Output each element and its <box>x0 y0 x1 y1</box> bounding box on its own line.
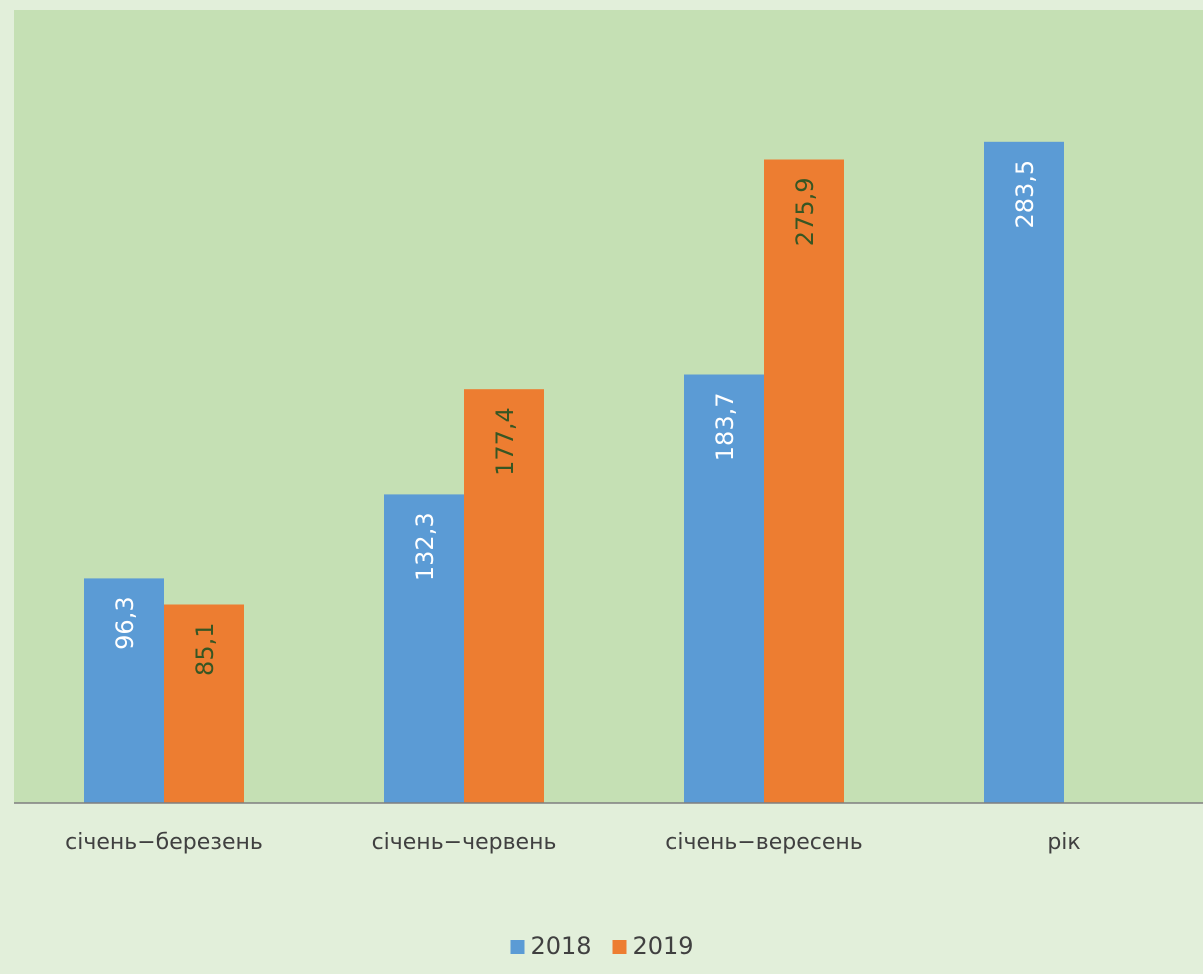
data-label-2018-1: 96,3 <box>111 596 139 649</box>
legend-item-2019: 2019 <box>612 932 694 960</box>
bar-2019-1 <box>164 604 244 803</box>
data-label-2019-3: 275,9 <box>791 178 819 247</box>
legend-label-2018: 2018 <box>531 932 592 960</box>
legend-label-2019: 2019 <box>633 932 694 960</box>
bar-2018-2 <box>384 494 464 803</box>
x-tick-label-3: січень−вересень <box>665 830 863 855</box>
bar-2018-1 <box>84 578 164 803</box>
data-label-2018-4: 283,5 <box>1011 160 1039 229</box>
bar-2019-3 <box>764 159 844 803</box>
x-tick-label-4: рік <box>1047 830 1080 855</box>
bar-2018-3 <box>684 374 764 803</box>
data-label-2019-1: 85,1 <box>191 623 219 676</box>
legend-swatch-2018 <box>510 940 525 954</box>
legend-swatch-2019 <box>612 940 627 954</box>
data-labels-layer: 96,3 85,1 132,3 177,4 183,7 275,9 283,5 <box>111 160 1039 676</box>
data-label-2018-2: 132,3 <box>411 512 439 581</box>
x-tick-labels: січень−березень січень−червень січень−вере… <box>65 830 1081 855</box>
bar-2018-4 <box>984 141 1064 804</box>
x-tick-label-2: січень−червень <box>372 830 557 855</box>
x-tick-label-1: січень−березень <box>65 830 263 855</box>
data-label-2019-2: 177,4 <box>491 407 519 476</box>
bar-2019-2 <box>464 389 544 803</box>
data-label-2018-3: 183,7 <box>711 393 739 462</box>
legend: 2018 2019 <box>510 932 694 960</box>
bars-layer <box>84 141 1064 804</box>
legend-item-2018: 2018 <box>510 932 592 960</box>
